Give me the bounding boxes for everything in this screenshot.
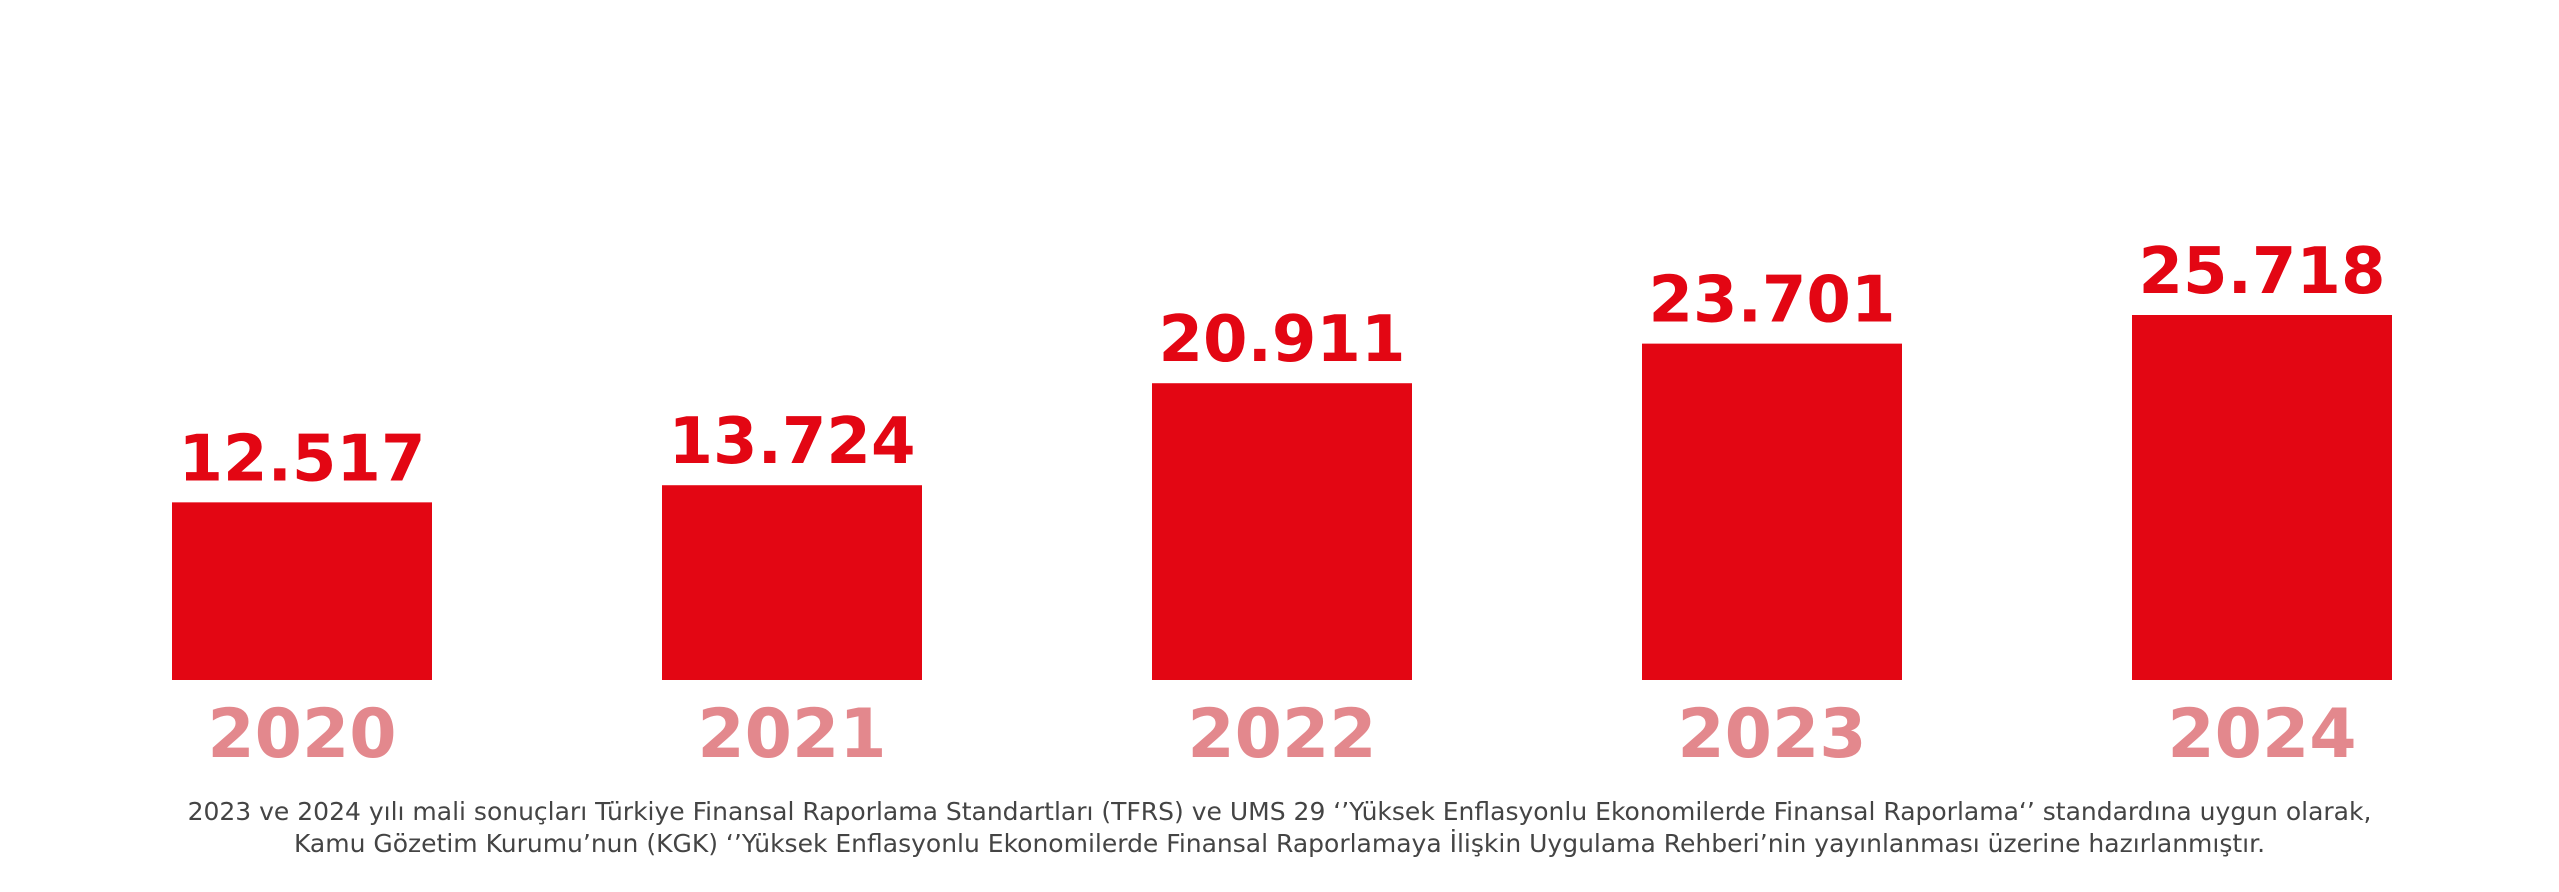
category-labels-group: 2020 2021 2022 2023 2024 <box>207 695 2356 774</box>
value-label-2021: 13.724 <box>669 405 916 479</box>
bar-2021 <box>662 485 922 680</box>
category-label-2024: 2024 <box>2167 695 2356 774</box>
bar-2023 <box>1642 343 1902 680</box>
value-label-2022: 20.911 <box>1159 303 1406 377</box>
value-label-2024: 25.718 <box>2139 235 2386 309</box>
footnote-line-1: 2023 ve 2024 yılı mali sonuçları Türkiye… <box>187 797 2372 826</box>
category-label-2020: 2020 <box>207 695 396 774</box>
bar-2020 <box>172 502 432 680</box>
category-label-2021: 2021 <box>697 695 886 774</box>
footnote-line-2: Kamu Gözetim Kurumu’nun (KGK) ‘’Yüksek E… <box>293 829 2266 858</box>
value-label-2023: 23.701 <box>1649 264 1896 338</box>
footnote: 2023 ve 2024 yılı mali sonuçları Türkiye… <box>100 796 2459 860</box>
bar-2022 <box>1152 383 1412 680</box>
bar-2024 <box>2132 315 2392 680</box>
category-label-2022: 2022 <box>1187 695 1376 774</box>
value-labels-group: 12.517 13.724 20.911 23.701 25.718 <box>179 235 2386 496</box>
category-label-2023: 2023 <box>1677 695 1866 774</box>
value-label-2020: 12.517 <box>179 422 426 496</box>
bars-group <box>172 315 2392 680</box>
